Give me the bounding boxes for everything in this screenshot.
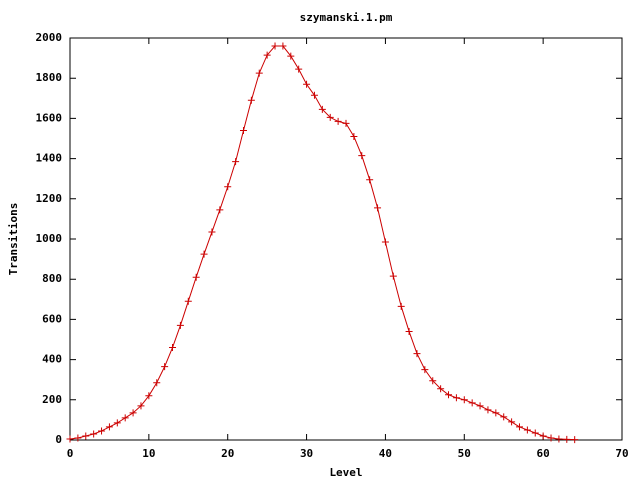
point-marker <box>468 399 476 407</box>
point-marker <box>429 377 437 385</box>
point-marker <box>547 434 555 442</box>
point-marker <box>169 344 177 352</box>
point-marker <box>303 80 311 88</box>
x-tick-label: 20 <box>221 447 234 460</box>
point-marker <box>484 406 492 414</box>
y-tick-label: 600 <box>42 312 62 325</box>
point-marker <box>500 413 508 421</box>
point-marker <box>145 392 153 400</box>
y-tick-label: 1200 <box>36 192 63 205</box>
point-marker <box>374 204 382 212</box>
point-marker <box>476 402 484 410</box>
point-marker <box>389 272 397 280</box>
point-marker <box>287 52 295 60</box>
point-marker <box>452 394 460 402</box>
point-marker <box>208 228 216 236</box>
y-tick-label: 0 <box>55 433 62 446</box>
point-marker <box>279 42 287 50</box>
y-tick-label: 1800 <box>36 71 63 84</box>
point-marker <box>105 423 113 431</box>
point-marker <box>413 350 421 358</box>
y-axis-label: Transitions <box>7 203 20 276</box>
point-marker <box>358 152 366 160</box>
point-marker <box>153 379 161 387</box>
point-marker <box>539 432 547 440</box>
point-marker <box>460 396 468 404</box>
point-marker <box>74 434 82 442</box>
x-tick-label: 0 <box>67 447 74 460</box>
point-marker <box>492 409 500 417</box>
y-tick-label: 1000 <box>36 232 63 245</box>
point-marker <box>445 391 453 399</box>
point-marker <box>184 297 192 305</box>
point-marker <box>82 432 90 440</box>
point-marker <box>342 119 350 127</box>
y-tick-label: 800 <box>42 272 62 285</box>
point-marker <box>310 91 318 99</box>
point-marker <box>239 126 247 134</box>
point-marker <box>531 429 539 437</box>
chart-title: szymanski.1.pm <box>300 11 393 24</box>
point-marker <box>571 436 579 444</box>
x-tick-label: 50 <box>458 447 471 460</box>
point-marker <box>555 435 563 443</box>
point-marker <box>326 113 334 121</box>
point-marker <box>255 69 263 77</box>
point-marker <box>66 435 74 443</box>
point-marker <box>176 321 184 329</box>
point-marker <box>350 132 358 140</box>
point-marker <box>508 418 516 426</box>
point-marker <box>421 366 429 374</box>
point-marker <box>397 302 405 310</box>
point-marker <box>366 176 374 184</box>
point-marker <box>98 427 106 435</box>
point-marker <box>405 327 413 335</box>
point-marker <box>216 206 224 214</box>
point-marker <box>515 423 523 431</box>
y-tick-label: 1600 <box>36 111 63 124</box>
point-marker <box>334 117 342 125</box>
point-marker <box>129 409 137 417</box>
y-tick-label: 1400 <box>36 152 63 165</box>
point-marker <box>437 385 445 393</box>
x-tick-label: 70 <box>615 447 628 460</box>
point-marker <box>295 65 303 73</box>
x-tick-label: 60 <box>537 447 550 460</box>
y-tick-label: 400 <box>42 353 62 366</box>
x-tick-label: 40 <box>379 447 392 460</box>
point-marker <box>113 419 121 427</box>
point-marker <box>523 426 531 434</box>
point-marker <box>381 238 389 246</box>
y-tick-label: 200 <box>42 393 62 406</box>
point-marker <box>121 414 129 422</box>
y-tick-label: 2000 <box>36 31 63 44</box>
point-marker <box>137 402 145 410</box>
point-marker <box>563 435 571 443</box>
point-marker <box>192 273 200 281</box>
point-marker <box>318 105 326 113</box>
plot-frame <box>69 37 623 441</box>
point-marker <box>232 158 240 166</box>
x-tick-label: 30 <box>300 447 313 460</box>
point-marker <box>271 42 279 50</box>
point-marker <box>263 51 271 59</box>
x-axis-label: Level <box>329 466 362 479</box>
point-marker <box>161 363 169 371</box>
point-marker <box>200 250 208 258</box>
data-line <box>69 45 575 441</box>
x-tick-label: 10 <box>142 447 155 460</box>
point-marker <box>90 430 98 438</box>
point-marker <box>247 96 255 104</box>
point-marker <box>224 183 232 191</box>
